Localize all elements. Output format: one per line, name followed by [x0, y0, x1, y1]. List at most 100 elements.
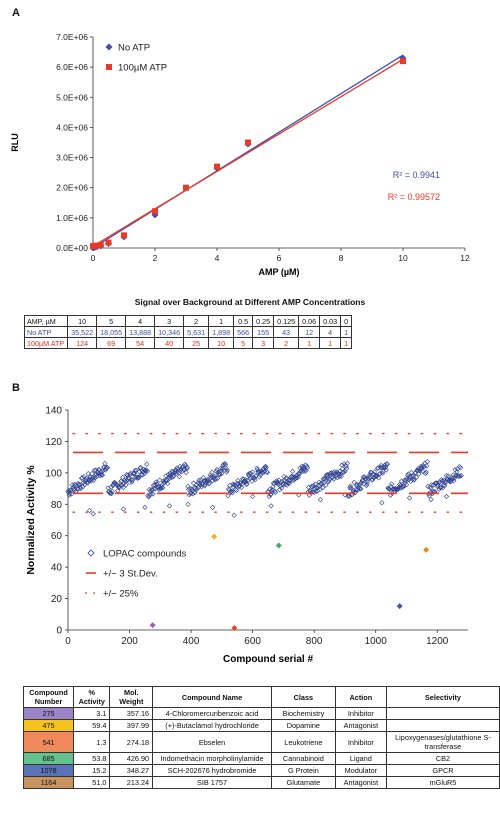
lopac-point [206, 480, 213, 486]
lopac-point [97, 472, 103, 479]
lopac-point [337, 468, 343, 475]
lopac-point [366, 473, 372, 479]
compound-table-cell: CB2 [385, 752, 500, 765]
lopac-point [413, 469, 419, 476]
lopac-point [437, 479, 443, 485]
lopac-point [108, 484, 114, 490]
lopac-point [409, 473, 415, 479]
lopac-point [117, 482, 123, 488]
lopac-point [100, 468, 106, 474]
lopac-point [457, 465, 464, 471]
x-tick-label: 10 [398, 253, 408, 263]
lopac-point [176, 474, 183, 480]
y-tick-label: 1.0E+06 [56, 213, 88, 223]
lopac-point [286, 477, 292, 484]
x-tick-label: 600 [244, 636, 261, 647]
lopac-point [167, 470, 173, 476]
lopac-point [183, 470, 189, 476]
lopac-point [435, 480, 442, 486]
lopac-outlier-point [443, 493, 450, 500]
x-tick-label: 400 [183, 636, 200, 647]
lopac-point [253, 472, 259, 479]
compound-table-cell: Inhibitor [334, 707, 387, 720]
lopac-point [258, 468, 264, 474]
lopac-point [153, 479, 159, 485]
lopac-point [403, 477, 409, 484]
lopac-point [150, 491, 156, 497]
lopac-outlier-point [342, 492, 348, 498]
lopac-point [170, 474, 176, 480]
data-point-atp [121, 232, 127, 239]
data-point-atp [152, 208, 158, 215]
signal-table-row: No ATP 35,522 18,055 13,888 10,346 5,631 1,898… [23, 326, 353, 338]
lopac-point [294, 472, 301, 478]
lopac-point [383, 467, 389, 473]
lopac-point [451, 478, 457, 484]
lopac-point [352, 489, 359, 495]
hit-compound-1164 [423, 546, 430, 553]
lopac-point [344, 460, 351, 466]
lopac-point [371, 469, 378, 475]
lopac-point [144, 468, 151, 474]
lopac-point [184, 464, 191, 470]
lopac-point [326, 478, 332, 484]
lopac-point [323, 482, 329, 488]
lopac-point [77, 481, 83, 488]
signal-table: AMP, µM 10 5 4 3 2 1 0.5 0.25 0.125 0.06 0.03 0 No AT… [23, 315, 353, 349]
compound-table-cell: 59.4 [73, 719, 111, 732]
lopac-point [85, 470, 91, 477]
lopac-point [213, 475, 219, 482]
signal-table-header-row: AMP, µM 10 5 4 3 2 1 0.5 0.25 0.125 0.06 0.03 0 [23, 315, 353, 327]
compound-table-row: 275 3.1 357.16 4-Chloromercuribenzoic acid B… [22, 707, 500, 720]
lopac-point [165, 480, 171, 487]
x-tick-label: 1000 [365, 636, 388, 647]
lopac-point [132, 468, 138, 474]
lopac-point [344, 465, 350, 472]
y-tick-label: 0 [56, 626, 62, 637]
data-point-atp [214, 163, 220, 170]
lopac-point [238, 484, 245, 490]
lopac-point [304, 465, 311, 471]
signal-table-cell: 1 [298, 337, 321, 349]
lopac-point [423, 469, 429, 475]
lopac-point [289, 468, 296, 474]
lopac-point [313, 488, 319, 495]
compound-table-cell: Ligand [334, 752, 387, 765]
signal-table-cell: 3 [252, 337, 275, 349]
compound-table-cell: 213.24 [109, 776, 154, 789]
data-point-atp [245, 139, 251, 146]
lopac-point [162, 477, 168, 484]
lopac-point [99, 472, 106, 478]
lopac-point [277, 487, 283, 493]
x-tick-label: 0 [65, 636, 71, 647]
signal-table-concentration: 10 [67, 315, 98, 327]
lopac-point [300, 468, 306, 474]
y-tick-label: 0.0E+00 [56, 243, 88, 253]
lopac-point [348, 485, 354, 491]
lopac-point [190, 491, 196, 497]
signal-table-cell: 13,888 [125, 326, 156, 338]
y-tick-label: 2.0E+06 [56, 183, 88, 193]
compound-table-cell [385, 707, 500, 720]
signal-table-title: Signal over Background at Different AMP … [134, 297, 366, 307]
signal-table-cell: 566 [233, 326, 254, 338]
lopac-point [144, 461, 150, 467]
lopac-point [214, 475, 221, 481]
compound-table-row: 475 59.4 397.99 (+)-Butaclamol hydrochlorid… [22, 719, 500, 732]
lopac-point [325, 471, 331, 478]
lopac-point [225, 486, 232, 492]
lopac-point [357, 481, 363, 487]
lopac-point [134, 474, 140, 480]
compound-table-cell: 275 [22, 707, 75, 720]
compound-table-cell: Biochemistry [270, 707, 336, 720]
lopac-point [413, 474, 419, 480]
lopac-point [304, 463, 310, 469]
lopac-outlier-point [268, 503, 274, 509]
lopac-point [272, 489, 279, 496]
lopac-point [395, 486, 402, 492]
x-tick-label: 800 [306, 636, 323, 647]
lopac-point [389, 481, 395, 487]
legend-marker-25pct [85, 592, 87, 594]
lopac-point [400, 484, 406, 490]
lopac-point [341, 469, 347, 475]
